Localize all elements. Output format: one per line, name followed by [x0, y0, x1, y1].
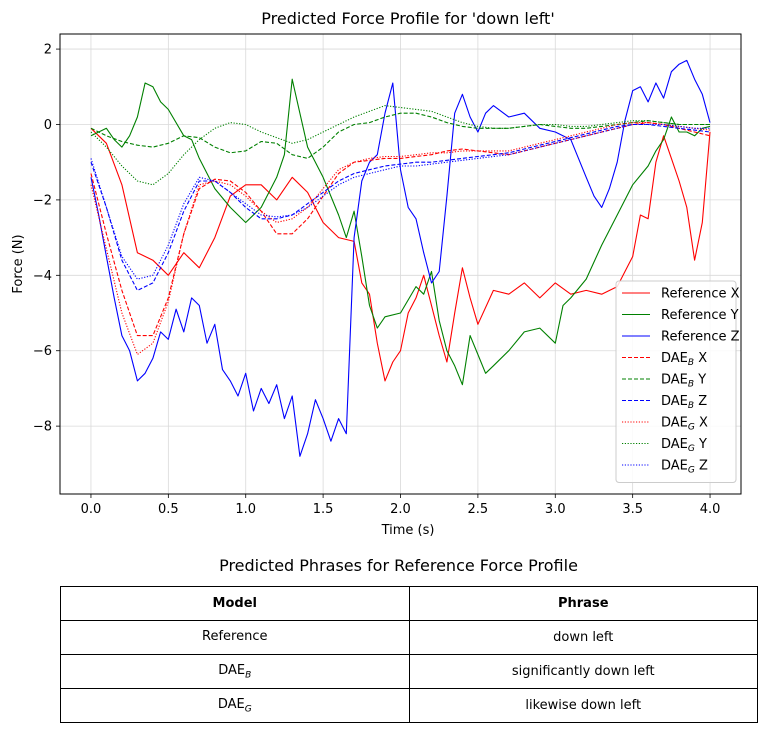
legend-label: DAEB Y: [661, 373, 706, 390]
legend-label: Reference Z: [661, 330, 740, 345]
x-tick-label: 1.0: [235, 502, 256, 517]
x-tick-label: 3.5: [622, 502, 643, 517]
table-row: Reference down left: [60, 620, 758, 655]
series-line-dae-b-y: [90, 112, 710, 159]
legend-label: DAEG Z: [661, 459, 708, 476]
legend-box: [615, 280, 737, 483]
x-tick-label: 0.0: [81, 502, 102, 517]
table-title: Predicted Phrases for Reference Force Pr…: [219, 556, 578, 575]
x-axis-ticks: 0.0 0.5 1.0 1.5 2.0 2.5 3.0 3.5 4.0: [81, 494, 721, 517]
phrase-cell: down left: [408, 620, 758, 655]
legend-label: Reference Y: [661, 308, 739, 323]
series-line-dae-g-x: [90, 122, 711, 356]
phrases-table: Model Phrase Reference down left DAEB si…: [60, 586, 758, 723]
series-line-dae-b-x: [90, 122, 711, 337]
phrase-cell: significantly down left: [408, 654, 758, 689]
series-line-reference-x: [90, 127, 711, 382]
series-line-reference-z: [90, 59, 711, 457]
x-tick-label: 4.0: [700, 502, 721, 517]
y-axis-ticks: 2 0 −2 −4 −6 −8: [33, 43, 60, 435]
model-cell: DAEB: [60, 654, 410, 689]
table-row: DAEB significantly down left: [60, 654, 758, 689]
y-axis-label: Force (N): [11, 234, 26, 293]
x-tick-label: 2.0: [390, 502, 411, 517]
plot-area: [90, 59, 711, 457]
y-tick-label: 2: [44, 43, 52, 58]
x-tick-label: 0.5: [158, 502, 179, 517]
y-tick-label: −4: [33, 269, 52, 284]
chart-title: Predicted Force Profile for 'down left': [261, 9, 554, 28]
y-tick-label: −2: [33, 193, 52, 208]
legend: Reference X Reference Y Reference Z DAEB X D…: [615, 280, 740, 483]
y-tick-label: 0: [44, 118, 52, 133]
series-line-dae-b-z: [90, 123, 711, 291]
x-tick-label: 1.5: [313, 502, 334, 517]
table-header-row: Model Phrase: [60, 586, 758, 621]
y-tick-label: −8: [33, 420, 52, 435]
legend-label: DAEG Y: [661, 437, 707, 454]
model-cell: Reference: [60, 620, 410, 655]
phrase-cell: likewise down left: [408, 688, 758, 723]
legend-label: DAEB X: [661, 351, 707, 368]
legend-label: DAEG X: [661, 416, 708, 433]
table-row: DAEG likewise down left: [60, 688, 758, 723]
force-profile-chart: Predicted Force Profile for 'down left' …: [11, 9, 742, 538]
x-axis-label: Time (s): [381, 523, 435, 538]
header-model: Model: [60, 586, 410, 621]
x-tick-label: 3.0: [545, 502, 566, 517]
header-phrase: Phrase: [408, 586, 758, 621]
legend-label: DAEB Z: [661, 394, 707, 411]
model-cell: DAEG: [60, 688, 410, 723]
series-line-dae-g-z: [90, 123, 710, 280]
y-tick-label: −6: [33, 344, 52, 359]
legend-label: Reference X: [661, 287, 740, 302]
x-tick-label: 2.5: [468, 502, 489, 517]
